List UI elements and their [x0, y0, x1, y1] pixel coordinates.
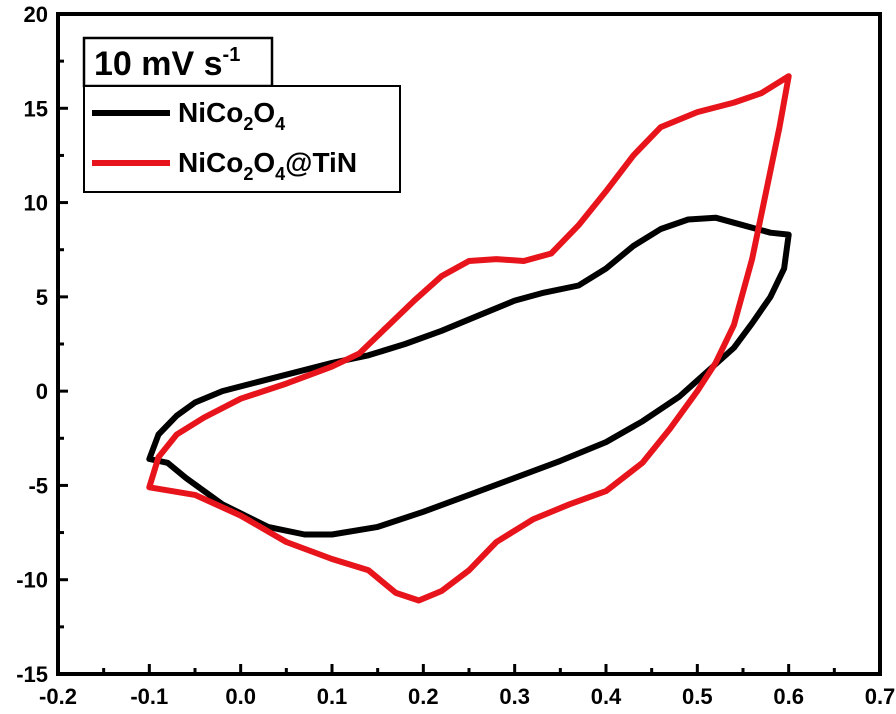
y-tick-label: -5: [28, 473, 48, 498]
series-line-nico2o4: [146, 214, 792, 538]
series-layer: [146, 73, 792, 604]
title-frame: [82, 36, 274, 88]
x-tick-label: 0.2: [408, 684, 439, 709]
chart-title-superscript: -1: [223, 44, 241, 66]
x-tick-label: -0.2: [39, 684, 77, 709]
chart-title: 10 mV s-1: [94, 44, 240, 83]
x-tick-label: 0.4: [591, 684, 622, 709]
x-tick-label: -0.1: [130, 684, 168, 709]
y-tick-labels: -15 -10 -5 0 5 10 15 20: [16, 2, 48, 687]
legend-text-part: @TiN: [285, 147, 357, 178]
legend-text-part: NiCo: [178, 97, 243, 128]
x-tick-labels: -0.2 -0.1 0.0 0.1 0.2 0.3 0.4 0.5 0.6 0.7: [39, 684, 895, 709]
y-tick-label: -15: [16, 662, 48, 687]
y-tick-label: 15: [24, 96, 48, 121]
x-tick-label: 0.3: [499, 684, 530, 709]
x-tick-label: 0.7: [865, 684, 896, 709]
x-tick-label: 0.6: [773, 684, 804, 709]
x-tick-label: 0.0: [225, 684, 256, 709]
series-line-nico2o4-tin: [146, 73, 792, 604]
legend-subscript: 4: [275, 114, 285, 134]
legend-label-nico2o4-tin: NiCo2O4@TiN: [178, 147, 357, 184]
x-tick-label: 0.5: [682, 684, 713, 709]
legend-subscript: 4: [275, 164, 285, 184]
legend-frame: [83, 85, 401, 193]
x-tick-label: 0.1: [317, 684, 348, 709]
legend-text-part: O: [253, 97, 275, 128]
legend-text-part: O: [253, 147, 275, 178]
legend-label-nico2o4: NiCo2O4: [178, 97, 285, 134]
y-tick-label: 5: [36, 285, 48, 310]
legend-text-part: NiCo: [178, 147, 243, 178]
y-tick-label: 0: [36, 379, 48, 404]
chart-title-main: 10 mV s: [94, 45, 223, 83]
legend-subscript: 2: [243, 164, 253, 184]
legend-subscript: 2: [243, 114, 253, 134]
y-tick-label: 20: [24, 2, 48, 27]
y-tick-label: 10: [24, 191, 48, 216]
chart-title-box: 10 mV s-1: [82, 36, 274, 88]
legend: NiCo2O4 NiCo2O4@TiN: [83, 85, 401, 193]
plot-frame: [56, 12, 882, 676]
y-tick-label: -10: [16, 568, 48, 593]
